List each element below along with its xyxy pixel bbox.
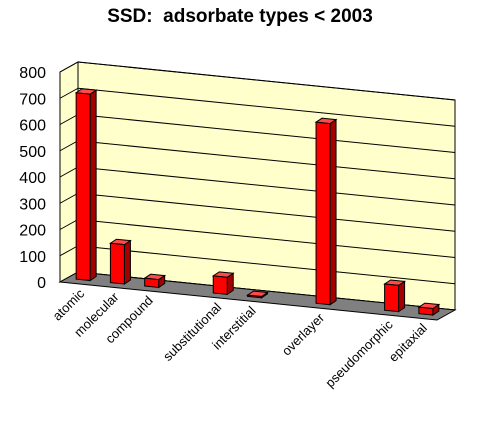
y-tick-label: 600 xyxy=(19,118,46,135)
gridline-side xyxy=(59,61,79,73)
chart-title: SSD: adsorbate types < 2003 xyxy=(107,6,373,27)
gridline xyxy=(77,140,456,180)
gridline xyxy=(77,61,456,101)
gridline-side xyxy=(59,87,79,99)
gridline-side xyxy=(59,166,79,178)
y-tick-label: 400 xyxy=(19,170,46,187)
y-tick-label: 800 xyxy=(19,65,46,82)
gridline-side xyxy=(59,192,79,204)
bar-front-face xyxy=(247,294,262,299)
y-tick-label: 200 xyxy=(19,223,46,240)
x-category-label: overlayer xyxy=(279,310,328,359)
y-tick-label: 500 xyxy=(19,144,46,161)
bar-front-face xyxy=(144,277,160,288)
bar xyxy=(211,271,235,296)
bar xyxy=(383,279,407,313)
y-tick-label: 0 xyxy=(37,275,46,292)
bar xyxy=(314,117,338,306)
bar-front-face xyxy=(75,92,91,282)
bar-side-face xyxy=(329,118,337,306)
gridline xyxy=(77,166,456,206)
gridline xyxy=(77,192,456,232)
gridline xyxy=(77,219,456,258)
bar xyxy=(74,88,98,282)
bar xyxy=(246,290,269,299)
bar-front-face xyxy=(212,275,228,295)
bar-front-face xyxy=(109,242,125,285)
bar-front-face xyxy=(315,121,331,306)
gridline-side xyxy=(59,114,79,125)
y-tick-label: 300 xyxy=(19,196,46,213)
gridline xyxy=(77,87,456,127)
bar-side-face xyxy=(123,239,131,285)
bar-front-face xyxy=(384,283,400,313)
bar-side-face xyxy=(89,89,97,282)
gridline-side xyxy=(59,245,79,257)
bars-group xyxy=(74,88,441,317)
y-tick-label: 100 xyxy=(19,249,46,266)
gridline xyxy=(77,245,456,285)
bar xyxy=(143,273,167,289)
y-axis-tick-labels: 0 100 200 300 400 500 600 700 800 xyxy=(19,65,46,292)
gridline-side xyxy=(59,219,79,230)
y-tick-label: 700 xyxy=(19,91,46,108)
bar xyxy=(417,302,441,317)
gridline-side xyxy=(59,140,79,152)
bar-side-face xyxy=(398,280,406,313)
gridline xyxy=(77,114,456,153)
bar-front-face xyxy=(418,306,434,316)
x-category-label: substitutional xyxy=(160,300,224,364)
bar xyxy=(108,238,132,285)
